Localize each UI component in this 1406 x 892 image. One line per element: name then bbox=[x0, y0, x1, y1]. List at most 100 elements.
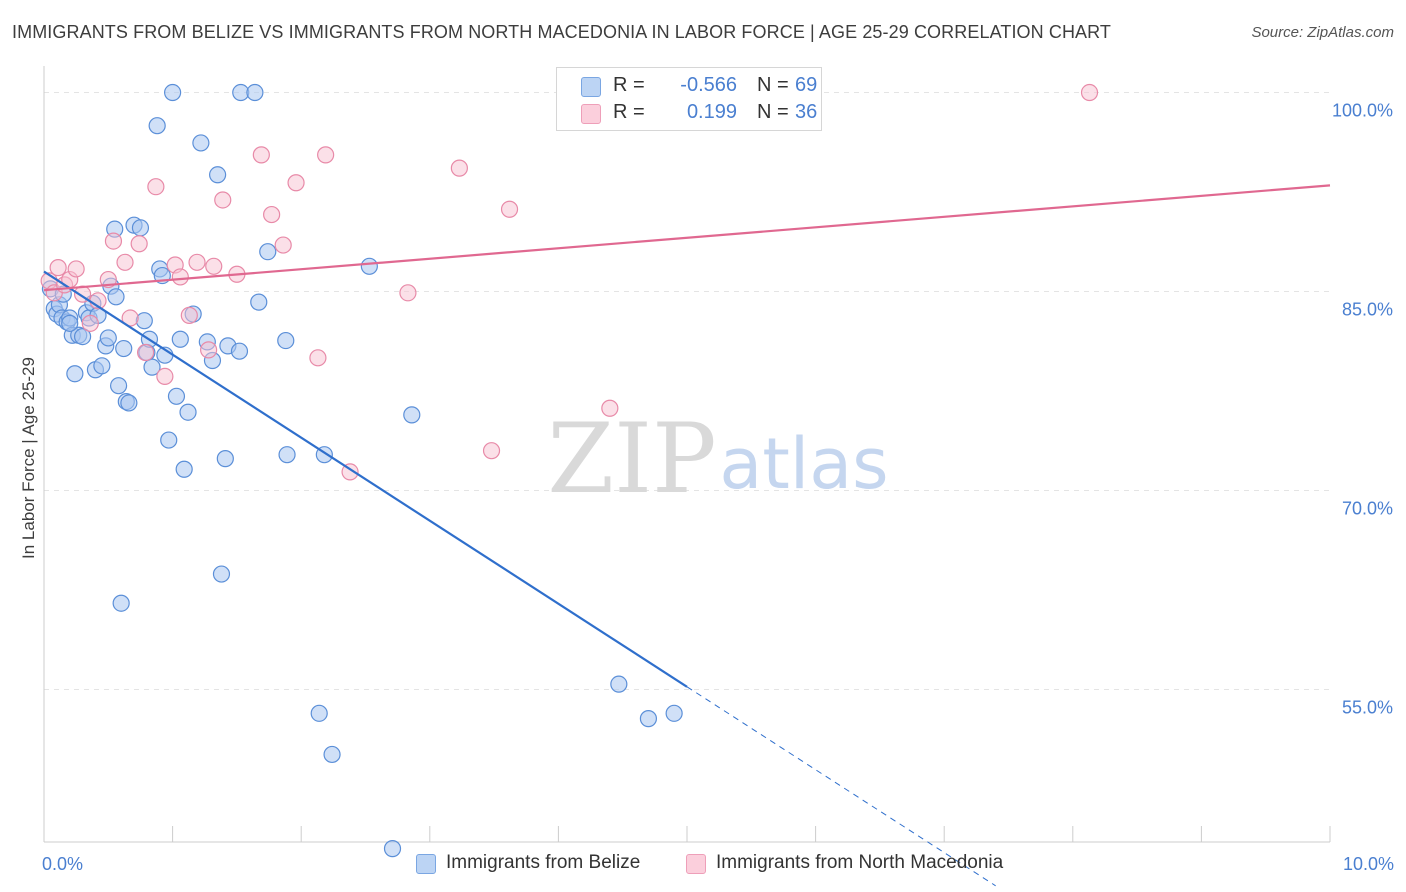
macedonia-point bbox=[263, 205, 281, 224]
macedonia-point bbox=[205, 257, 223, 275]
macedonia-point bbox=[482, 442, 501, 460]
belize-point bbox=[73, 328, 92, 346]
y-tick-label: 55.0% bbox=[1342, 697, 1393, 717]
source-credit: Source: ZipAtlas.com bbox=[1251, 24, 1394, 41]
belize-point bbox=[131, 219, 150, 237]
belize-point bbox=[66, 365, 84, 383]
belize-point bbox=[115, 339, 133, 358]
macedonia-trend-line bbox=[43, 184, 1331, 292]
macedonia-swatch bbox=[686, 854, 706, 874]
macedonia-point bbox=[309, 349, 327, 367]
belize-point bbox=[120, 394, 138, 412]
legend-label-belize: Immigrants from Belize bbox=[446, 852, 641, 873]
r-value: -0.566 bbox=[680, 74, 737, 96]
macedonia-point bbox=[116, 253, 134, 271]
macedonia-point bbox=[317, 146, 335, 164]
belize-swatch bbox=[416, 854, 436, 874]
y-axis-label: In Labor Force | Age 25-29 bbox=[19, 357, 38, 559]
macedonia-point bbox=[450, 159, 468, 177]
n-value: 69 bbox=[795, 74, 818, 96]
y-tick-label: 85.0% bbox=[1342, 300, 1393, 320]
belize-point bbox=[109, 377, 128, 395]
belize-point bbox=[639, 710, 658, 728]
x-tick-label: 10.0% bbox=[1343, 854, 1394, 874]
x-tick-label: 0.0% bbox=[42, 854, 83, 874]
macedonia-point bbox=[1080, 83, 1099, 102]
y-tick-label: 100.0% bbox=[1332, 101, 1393, 121]
belize-point bbox=[143, 358, 161, 376]
axes bbox=[43, 66, 1331, 843]
macedonia-point bbox=[147, 178, 165, 196]
belize-point bbox=[148, 117, 166, 135]
watermark-zip: ZIP bbox=[547, 403, 716, 515]
macedonia-point bbox=[104, 232, 123, 250]
belize-point bbox=[135, 312, 153, 330]
tick-labels: 100.0% 85.0% 70.0% 55.0% 0.0% 10.0% bbox=[42, 101, 1394, 874]
belize-point bbox=[167, 387, 186, 405]
macedonia-point bbox=[156, 367, 174, 385]
macedonia-point bbox=[274, 236, 292, 254]
belize-point bbox=[216, 450, 234, 468]
watermark: ZIP atlas bbox=[547, 403, 888, 515]
belize-point bbox=[99, 329, 117, 347]
belize-point bbox=[323, 745, 341, 764]
belize-point bbox=[250, 293, 268, 311]
belize-point bbox=[192, 134, 210, 152]
n-label: N = bbox=[757, 101, 789, 123]
belize-trend-line bbox=[43, 270, 688, 688]
n-value: 36 bbox=[795, 101, 818, 123]
belize-point bbox=[209, 166, 227, 184]
macedonia-point bbox=[180, 306, 198, 324]
belize-point bbox=[246, 83, 264, 102]
r-label: R = bbox=[613, 74, 645, 96]
belize-point bbox=[278, 446, 296, 464]
r-value: 0.199 bbox=[686, 101, 737, 123]
belize-point bbox=[175, 460, 193, 478]
macedonia-point bbox=[601, 399, 619, 417]
macedonia-point bbox=[200, 341, 218, 359]
belize-point bbox=[107, 288, 125, 306]
macedonia-point bbox=[171, 268, 189, 286]
macedonia-swatch bbox=[581, 104, 601, 124]
belize-point bbox=[403, 406, 421, 424]
belize-point bbox=[61, 314, 79, 332]
grid-lines bbox=[44, 92, 1330, 690]
macedonia-point bbox=[252, 146, 270, 164]
macedonia-point bbox=[67, 260, 85, 278]
belize-point bbox=[259, 243, 277, 261]
correlation-legend: R = -0.566 N = 69 R = 0.199 N = 36 bbox=[556, 67, 822, 131]
belize-point bbox=[112, 594, 130, 612]
belize-point bbox=[171, 330, 189, 348]
belize-swatch bbox=[581, 77, 601, 97]
belize-point bbox=[160, 431, 178, 449]
belize-point bbox=[610, 675, 628, 693]
macedonia-point bbox=[188, 253, 206, 271]
n-label: N = bbox=[757, 74, 789, 96]
belize-point bbox=[212, 565, 231, 583]
belize-point bbox=[179, 403, 197, 421]
series-legend: Immigrants from Belize Immigrants from N… bbox=[0, 851, 1406, 879]
macedonia-point bbox=[214, 191, 232, 209]
macedonia-point bbox=[136, 343, 155, 362]
macedonia-point bbox=[500, 200, 519, 218]
r-label: R = bbox=[613, 101, 645, 123]
belize-point bbox=[230, 342, 249, 360]
belize-point bbox=[93, 357, 111, 375]
macedonia-point bbox=[287, 174, 305, 192]
chart-title: IMMIGRANTS FROM BELIZE VS IMMIGRANTS FRO… bbox=[12, 22, 1112, 42]
watermark-atlas: atlas bbox=[719, 423, 888, 505]
trend-lines bbox=[43, 184, 1331, 887]
macedonia-point bbox=[130, 235, 148, 253]
belize-point bbox=[164, 83, 182, 102]
belize-point bbox=[360, 257, 378, 275]
macedonia-point bbox=[81, 314, 99, 332]
belize-point bbox=[277, 331, 295, 350]
belize-point bbox=[310, 704, 328, 722]
macedonia-point bbox=[49, 259, 67, 277]
macedonia-point bbox=[399, 284, 417, 302]
belize-point bbox=[665, 704, 683, 722]
y-tick-label: 70.0% bbox=[1342, 498, 1393, 518]
belize-point bbox=[383, 840, 402, 858]
legend-label-macedonia: Immigrants from North Macedonia bbox=[716, 852, 1004, 873]
